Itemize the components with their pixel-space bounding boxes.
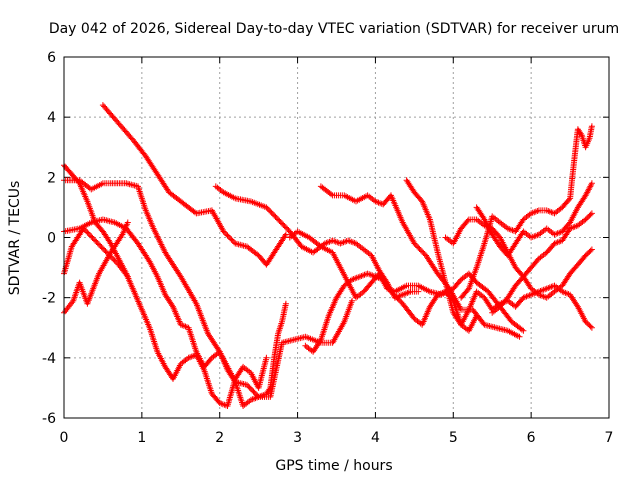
series-track-o	[489, 210, 595, 316]
y-tick-label: 6	[47, 50, 56, 66]
x-tick-label: 6	[527, 430, 536, 446]
y-tick-label: 0	[47, 231, 56, 247]
y-tick-label: -4	[42, 351, 56, 367]
x-axis-label: GPS time / hours	[275, 458, 392, 474]
x-tick-label: 2	[215, 430, 224, 446]
y-tick-label: 2	[47, 170, 56, 186]
series-track-f	[99, 102, 289, 268]
grid-lines	[64, 57, 609, 418]
series-track-n	[473, 180, 595, 259]
series-track-j	[302, 270, 480, 355]
series-track-m	[458, 123, 595, 301]
y-tick-label: -6	[42, 411, 56, 427]
y-axis-label: SDTVAR / TECUs	[7, 181, 23, 296]
data-series	[61, 102, 595, 409]
plot-frame	[63, 56, 610, 419]
x-tick-label: 3	[293, 430, 302, 446]
y-tick-label: 4	[47, 110, 56, 126]
x-tick-label: 1	[137, 430, 146, 446]
x-tick-label: 0	[60, 430, 69, 446]
series-track-a	[61, 225, 131, 280]
x-tick-label: 4	[371, 430, 380, 446]
tick-labels: 0 1 2 3 4 5 6 7 -6 -4 -2 0 2 4 6	[42, 50, 613, 446]
x-tick-label: 5	[449, 430, 458, 446]
x-tick-label: 7	[605, 430, 614, 446]
y-tick-label: -2	[42, 291, 56, 307]
chart-title: Day 042 of 2026, Sidereal Day-to-day VTE…	[49, 21, 619, 37]
